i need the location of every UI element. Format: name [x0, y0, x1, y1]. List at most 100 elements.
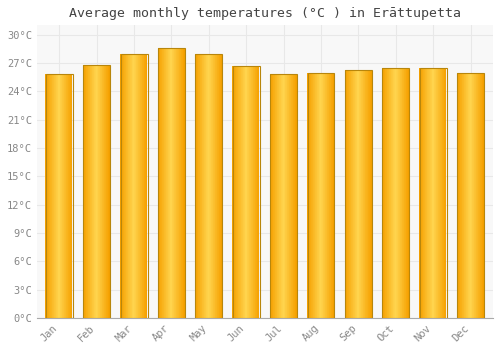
- Bar: [422, 68, 423, 318]
- Bar: [64, 74, 65, 318]
- Bar: [345, 70, 372, 318]
- Bar: [87, 65, 88, 318]
- Bar: [459, 74, 460, 318]
- Bar: [465, 74, 466, 318]
- Bar: [89, 65, 90, 318]
- Bar: [95, 65, 96, 318]
- Bar: [218, 54, 220, 318]
- Bar: [282, 74, 284, 318]
- Bar: [358, 70, 359, 318]
- Bar: [49, 74, 50, 318]
- Bar: [132, 54, 133, 318]
- Bar: [256, 66, 258, 318]
- Bar: [243, 66, 244, 318]
- Bar: [124, 54, 125, 318]
- Bar: [88, 65, 89, 318]
- Bar: [461, 74, 462, 318]
- Bar: [420, 68, 421, 318]
- Bar: [141, 54, 142, 318]
- Bar: [177, 48, 178, 318]
- Bar: [444, 68, 445, 318]
- Bar: [369, 70, 370, 318]
- Bar: [442, 68, 443, 318]
- Bar: [202, 54, 203, 318]
- Bar: [235, 66, 236, 318]
- Bar: [432, 68, 433, 318]
- Bar: [162, 48, 163, 318]
- Bar: [258, 66, 260, 318]
- Bar: [424, 68, 425, 318]
- Bar: [209, 54, 210, 318]
- Bar: [469, 74, 470, 318]
- Bar: [135, 54, 136, 318]
- Bar: [164, 48, 165, 318]
- Bar: [145, 54, 146, 318]
- Bar: [47, 74, 48, 318]
- Bar: [467, 74, 468, 318]
- Bar: [428, 68, 429, 318]
- Bar: [471, 74, 472, 318]
- Bar: [368, 70, 369, 318]
- Bar: [460, 74, 461, 318]
- Bar: [371, 70, 372, 318]
- Bar: [175, 48, 176, 318]
- Bar: [168, 48, 169, 318]
- Bar: [457, 74, 458, 318]
- Bar: [137, 54, 138, 318]
- Bar: [203, 54, 204, 318]
- Bar: [326, 74, 328, 318]
- Bar: [99, 65, 100, 318]
- Bar: [364, 70, 365, 318]
- Bar: [120, 54, 121, 318]
- Bar: [322, 74, 324, 318]
- Bar: [178, 48, 179, 318]
- Bar: [125, 54, 126, 318]
- Bar: [234, 66, 235, 318]
- Bar: [130, 54, 131, 318]
- Bar: [142, 54, 143, 318]
- Bar: [294, 74, 296, 318]
- Bar: [384, 68, 386, 318]
- Bar: [97, 65, 98, 318]
- Bar: [468, 74, 469, 318]
- Bar: [470, 74, 471, 318]
- Bar: [239, 66, 240, 318]
- Bar: [237, 66, 238, 318]
- Bar: [102, 65, 103, 318]
- Bar: [443, 68, 444, 318]
- Bar: [482, 74, 483, 318]
- Bar: [307, 74, 308, 318]
- Bar: [105, 65, 106, 318]
- Bar: [195, 54, 196, 318]
- Bar: [56, 74, 57, 318]
- Bar: [362, 70, 363, 318]
- Bar: [122, 54, 123, 318]
- Bar: [391, 68, 392, 318]
- Bar: [382, 68, 409, 318]
- Bar: [214, 54, 215, 318]
- Bar: [393, 68, 394, 318]
- Bar: [98, 65, 99, 318]
- Bar: [54, 74, 55, 318]
- Bar: [271, 74, 272, 318]
- Bar: [324, 74, 326, 318]
- Bar: [94, 65, 95, 318]
- Bar: [144, 54, 145, 318]
- Bar: [208, 54, 209, 318]
- Bar: [284, 74, 286, 318]
- Bar: [328, 74, 329, 318]
- Bar: [201, 54, 202, 318]
- Bar: [65, 74, 66, 318]
- Bar: [354, 70, 356, 318]
- Bar: [179, 48, 180, 318]
- Bar: [211, 54, 212, 318]
- Bar: [160, 48, 161, 318]
- Bar: [476, 74, 477, 318]
- Bar: [176, 48, 177, 318]
- Bar: [140, 54, 141, 318]
- Bar: [382, 68, 384, 318]
- Bar: [425, 68, 426, 318]
- Bar: [402, 68, 403, 318]
- Bar: [457, 74, 484, 318]
- Bar: [310, 74, 312, 318]
